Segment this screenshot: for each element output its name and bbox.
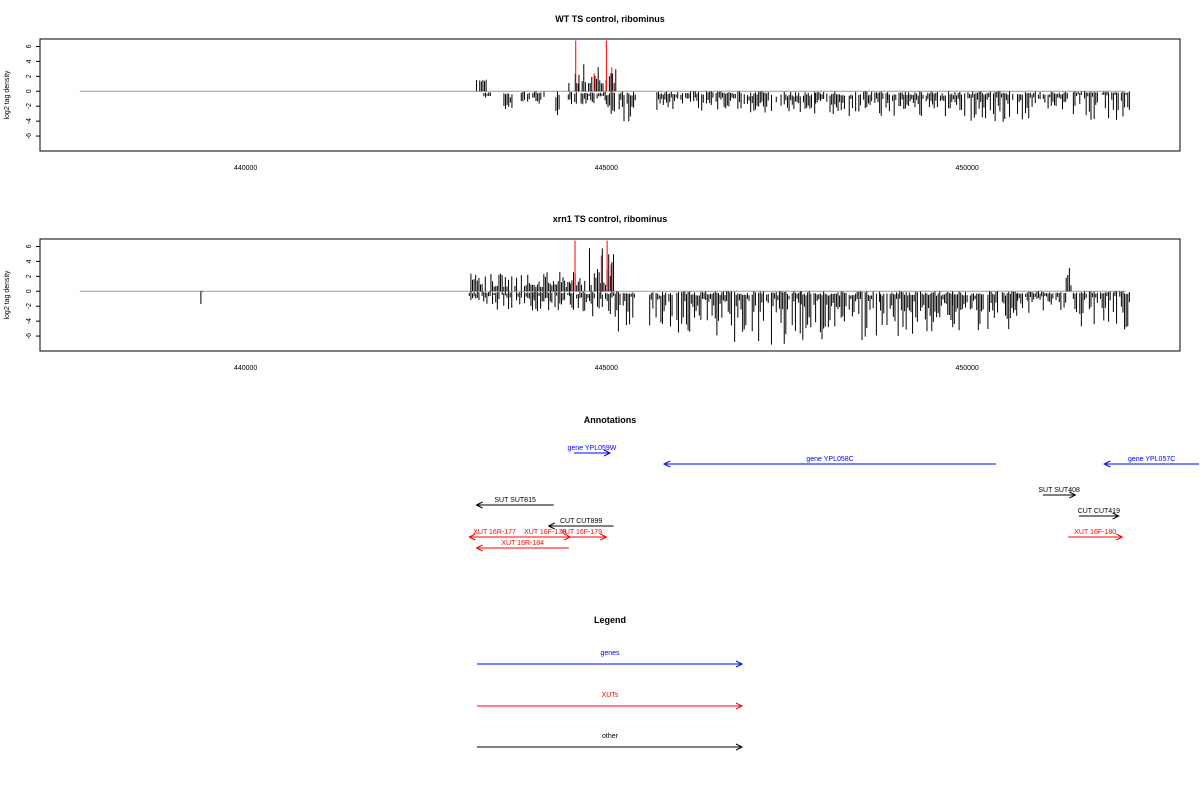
series-0 — [476, 64, 1130, 122]
x-tick-label: 445000 — [595, 365, 618, 372]
feature-label: CUT CUT899 — [560, 518, 602, 525]
feature-label: XUT 16R-177 — [473, 529, 516, 536]
y-tick-label: -6 — [26, 133, 33, 139]
legend-item-xuts: XUTs — [477, 692, 744, 710]
legend-panel: Legend genes XUTs other — [477, 615, 744, 751]
chart-title: WT TS control, ribominus — [555, 14, 665, 24]
legend-label: genes — [600, 650, 620, 657]
legend-arrow-head — [735, 743, 744, 751]
plot-frame — [39, 38, 1181, 152]
feature-arrow-head — [1112, 512, 1120, 520]
annotations-panel: Annotations gene YPL059W gene YPL058C gene … — [468, 415, 1199, 552]
series-1 — [575, 40, 613, 92]
feature-arrow-head — [468, 533, 476, 541]
feature-label: XUT 16F-180 — [1074, 529, 1116, 536]
feature-sut-sut408: SUT SUT408 — [1038, 487, 1080, 499]
y-tick-label: -4 — [26, 318, 33, 324]
feature-label: XUT 16R-184 — [501, 540, 544, 547]
y-tick-label: 4 — [26, 259, 33, 263]
y-tick-label: 6 — [26, 44, 33, 48]
feature-cut-cut899: CUT CUT899 — [547, 518, 614, 530]
feature-arrow-head — [475, 501, 483, 509]
feature-arrow-head — [662, 460, 671, 468]
feature-label: gene YPL057C — [1128, 456, 1175, 463]
feature-label: XUT 16F-178 — [524, 529, 566, 536]
legend-label: XUTs — [602, 692, 619, 699]
plot-frame — [39, 238, 1181, 352]
wt-panel: WT TS control, ribominus 6 4 2 0 -2 -4 -6 log2 t… — [4, 14, 1181, 172]
x-tick-label: 440000 — [234, 365, 257, 372]
x-tick-label: 450000 — [955, 165, 978, 172]
y-tick-label: -4 — [26, 118, 33, 124]
feature-label: gene YPL058C — [806, 456, 853, 463]
xrn1-panel: xrn1 TS control, ribominus 6 4 2 0 -2 -4 -6 log2… — [4, 214, 1181, 372]
feature-xut-16f-180: XUT 16F-180 — [1068, 529, 1124, 541]
y-tick-label: 0 — [26, 89, 33, 93]
annotations-title: Annotations — [584, 415, 637, 425]
y-tick-label: -2 — [26, 103, 33, 109]
feature-cut-cut419: CUT CUT419 — [1078, 508, 1120, 520]
y-tick-label: -6 — [26, 333, 33, 339]
legend-arrow-head — [735, 702, 744, 710]
feature-label: gene YPL059W — [568, 445, 617, 452]
feature-arrow-head — [547, 522, 555, 530]
feature-sut-sut815: SUT SUT815 — [475, 497, 554, 509]
feature-arrow-head — [603, 449, 612, 457]
y-tick-label: 2 — [26, 274, 33, 278]
legend-item-genes: genes — [477, 650, 744, 668]
feature-label: XUT 16F-179 — [560, 529, 602, 536]
feature-xut-16r-184: XUT 16R-184 — [475, 540, 569, 552]
feature-label: CUT CUT419 — [1078, 508, 1120, 515]
series-0 — [200, 248, 1130, 345]
feature-arrow-head — [475, 544, 483, 552]
feature-xut-16f-179: XUT 16F-179 — [555, 529, 608, 541]
legend-arrow-head — [735, 660, 744, 668]
y-tick-label: 4 — [26, 59, 33, 63]
feature-arrow-head — [1069, 491, 1077, 499]
y-axis-label: log2 tag density — [4, 70, 11, 120]
feature-arrow-head — [600, 533, 608, 541]
x-tick-label: 440000 — [234, 165, 257, 172]
chart-title: xrn1 TS control, ribominus — [553, 214, 668, 224]
legend-label: other — [602, 733, 619, 740]
feature-label: SUT SUT815 — [494, 497, 536, 504]
feature-arrow-head — [1103, 460, 1111, 468]
y-tick-label: 6 — [26, 244, 33, 248]
feature-gene-ypl058c: gene YPL058C — [662, 456, 997, 468]
series-1 — [574, 240, 612, 292]
feature-arrow-head — [1116, 533, 1124, 541]
feature-xut-16r-177: XUT 16R-177 — [468, 529, 520, 541]
y-tick-label: 0 — [26, 289, 33, 293]
feature-gene-ypl059w: gene YPL059W — [568, 445, 617, 457]
y-tick-label: 2 — [26, 74, 33, 78]
x-tick-label: 445000 — [595, 165, 618, 172]
legend-title: Legend — [594, 615, 626, 625]
x-tick-label: 450000 — [955, 365, 978, 372]
legend-item-other: other — [477, 733, 744, 751]
feature-gene-ypl057c: gene YPL057C — [1103, 456, 1199, 468]
feature-label: SUT SUT408 — [1038, 487, 1080, 494]
y-axis-label: log2 tag density — [4, 270, 11, 320]
y-tick-label: -2 — [26, 303, 33, 309]
